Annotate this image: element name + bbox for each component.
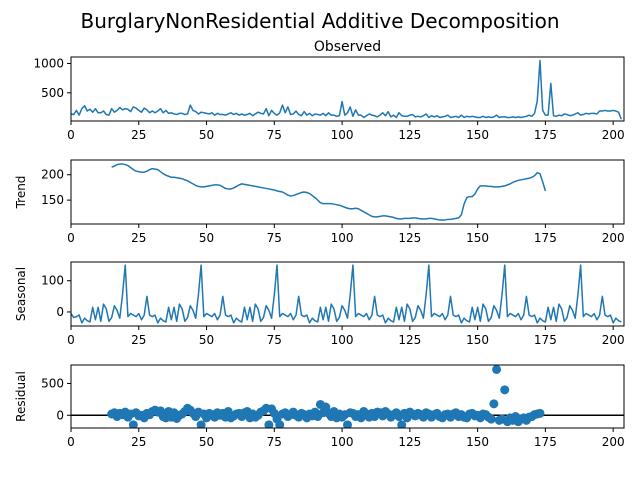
residual-point — [544, 0, 553, 5]
x-tick-label: 175 — [534, 231, 557, 245]
panel-seasonal: Seasonal 0 25 50 75 100 125 150 175 200 0 100 — [14, 261, 625, 347]
residual-point — [397, 420, 407, 428]
x-tick-label: 75 — [267, 231, 282, 245]
panel-trend-ylabel: Trend — [14, 176, 28, 210]
panel-residual-ylabel: Residual — [14, 371, 28, 422]
x-tick-label: 200 — [602, 435, 625, 449]
x-tick-label: 50 — [199, 231, 214, 245]
x-tick-label: 175 — [534, 128, 557, 142]
panel-trend: Trend 0 25 50 75 100 125 150 175 200 150 200 — [14, 159, 625, 245]
panel-seasonal-ylabel: Seasonal — [14, 267, 28, 321]
x-tick-label: 125 — [398, 128, 421, 142]
residual-point — [573, 0, 582, 5]
x-tick-label: 200 — [602, 231, 625, 245]
y-tick-label: 0 — [56, 305, 64, 319]
x-tick-label: 100 — [331, 128, 354, 142]
x-tick-label: 125 — [398, 231, 421, 245]
panel-observed-frame — [70, 56, 625, 122]
residual-point — [571, 0, 580, 5]
y-tick-label: 150 — [41, 193, 64, 207]
x-tick-label: 25 — [131, 435, 146, 449]
y-tick-label: 500 — [41, 376, 64, 390]
y-tick-label: 0 — [56, 408, 64, 422]
residual-point — [500, 385, 510, 395]
residual-point — [549, 0, 558, 5]
x-tick-label: 75 — [267, 333, 282, 347]
x-tick-label: 0 — [67, 231, 75, 245]
residual-point — [554, 0, 563, 5]
panel-observed: Observed 0 25 50 75 100 125 150 175 200 500 1000 — [33, 39, 624, 142]
y-tick-label: 500 — [41, 86, 64, 100]
x-tick-label: 25 — [131, 128, 146, 142]
x-tick-label: 175 — [534, 333, 557, 347]
residual-point — [565, 0, 574, 5]
panel-residual-data — [71, 0, 624, 428]
residual-point — [563, 0, 572, 5]
x-tick-label: 50 — [199, 333, 214, 347]
x-tick-label: 150 — [466, 333, 489, 347]
residual-point — [343, 420, 352, 428]
panel-seasonal-data — [71, 264, 622, 324]
x-tick-label: 100 — [331, 435, 354, 449]
x-tick-label: 200 — [602, 128, 625, 142]
panel-trend-frame — [70, 159, 625, 225]
residual-point — [552, 0, 561, 5]
x-tick-label: 50 — [199, 435, 214, 449]
y-tick-label: 1000 — [33, 56, 64, 70]
residual-point — [275, 420, 285, 428]
residual-point — [538, 0, 547, 5]
x-tick-label: 75 — [267, 128, 282, 142]
residual-point — [486, 414, 496, 424]
x-tick-label: 150 — [466, 435, 489, 449]
residual-point — [560, 0, 569, 5]
panel-residual-frame — [70, 364, 625, 429]
x-tick-label: 100 — [331, 333, 354, 347]
series-line-trend — [111, 163, 547, 221]
panel-observed-data — [71, 59, 622, 120]
x-tick-label: 25 — [131, 231, 146, 245]
x-tick-label: 175 — [534, 435, 557, 449]
series-line-observed — [71, 59, 622, 120]
panel-trend-data — [111, 163, 547, 221]
residual-point — [535, 408, 545, 418]
x-tick-label: 150 — [466, 128, 489, 142]
residual-point — [492, 365, 502, 374]
x-tick-label: 150 — [466, 231, 489, 245]
x-tick-label: 25 — [131, 333, 146, 347]
residual-point — [557, 0, 566, 5]
residual-point — [489, 399, 499, 409]
panel-observed-subtitle: Observed — [314, 39, 381, 55]
residual-point — [568, 0, 577, 5]
residual-point — [128, 420, 138, 428]
x-tick-label: 0 — [67, 333, 75, 347]
x-tick-label: 125 — [398, 333, 421, 347]
residual-point — [196, 420, 206, 428]
x-tick-label: 0 — [67, 128, 75, 142]
residual-point — [264, 420, 274, 428]
x-tick-label: 100 — [331, 231, 354, 245]
residual-point — [541, 0, 550, 5]
series-line-seasonal — [71, 264, 622, 324]
x-tick-label: 0 — [67, 435, 75, 449]
panel-seasonal-frame — [70, 261, 625, 327]
x-tick-label: 75 — [267, 435, 282, 449]
figure-title: BurglaryNonResidential Additive Decompos… — [80, 9, 559, 33]
x-tick-label: 200 — [602, 333, 625, 347]
residual-point — [546, 0, 555, 5]
y-tick-label: 100 — [41, 274, 64, 288]
y-tick-label: 200 — [41, 168, 64, 182]
x-tick-label: 50 — [199, 128, 214, 142]
residual-point — [576, 0, 585, 5]
residual-point — [579, 0, 588, 5]
x-tick-label: 125 — [398, 435, 421, 449]
